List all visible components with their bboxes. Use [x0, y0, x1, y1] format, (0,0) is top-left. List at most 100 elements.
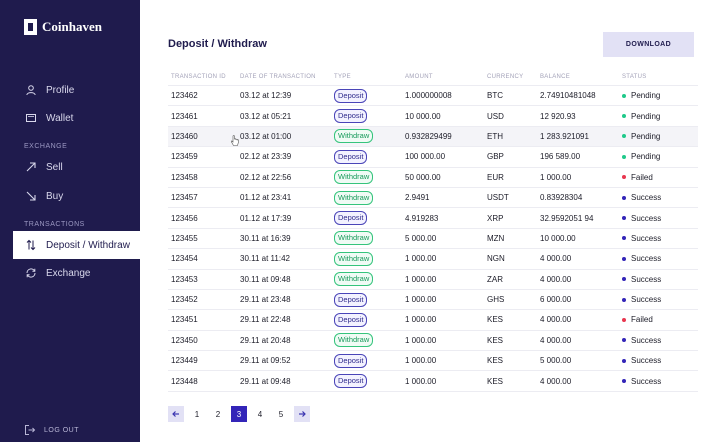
table-row[interactable]: 123454 30.11 at 11:42 Withdraw 1 000.00 NGN 4… [168, 249, 698, 270]
amount: 1 000.00 [405, 356, 437, 366]
logo-icon [24, 19, 37, 35]
sidebar-item-deposit-withdraw[interactable]: Deposit / Withdraw [13, 231, 140, 259]
sidebar-item-wallet[interactable]: Wallet [0, 104, 140, 132]
pagination: 1 2 3 4 5 [168, 406, 315, 422]
currency: EUR [487, 172, 504, 182]
table-row[interactable]: 123461 03.12 at 05:21 Deposit 10 000.00 USD 1… [168, 106, 698, 127]
table-row[interactable]: 123456 01.12 at 17:39 Deposit 4.919283 XRP 32… [168, 208, 698, 229]
table-row[interactable]: 123455 30.11 at 16:39 Withdraw 5 000.00 MZN 1… [168, 229, 698, 250]
balance: 1 283.921091 [540, 131, 589, 141]
transaction-id: 123456 [171, 213, 198, 223]
amount: 1 000.00 [405, 335, 437, 345]
type-cell: Deposit [334, 292, 405, 307]
table-row[interactable]: 123451 29.11 at 22:48 Deposit 1 000.00 KES 4 … [168, 310, 698, 331]
status-text: Success [631, 213, 662, 223]
status-cell: Pending [622, 152, 698, 161]
type-cell: Withdraw [334, 251, 405, 266]
column-header[interactable]: DATE OF TRANSACTION [240, 73, 316, 80]
transaction-id: 123451 [171, 315, 198, 325]
status-text: Success [631, 254, 662, 264]
column-header[interactable]: TRANSACTION ID [171, 73, 226, 80]
status-text: Success [631, 233, 662, 243]
currency: USD [487, 111, 504, 121]
sidebar-item-sell[interactable]: Sell [0, 153, 140, 181]
column-header[interactable]: TYPE [334, 73, 351, 80]
page-button-4[interactable]: 4 [257, 409, 263, 419]
refresh-icon [24, 266, 38, 280]
status-cell: Pending [622, 91, 698, 100]
mouse-cursor-icon [230, 134, 240, 146]
amount: 1 000.00 [405, 274, 437, 284]
transaction-id: 123452 [171, 295, 198, 305]
column-header[interactable]: AMOUNT [405, 73, 433, 80]
transaction-date: 29.11 at 20:48 [240, 335, 291, 345]
transactions-table: TRANSACTION ID DATE OF TRANSACTION TYPE … [168, 68, 698, 392]
status-text: Success [631, 356, 662, 366]
transaction-date: 30.11 at 11:42 [240, 254, 290, 264]
status-dot-icon [622, 236, 626, 241]
next-page-button[interactable] [294, 406, 310, 422]
brand-logo[interactable]: Coinhaven [24, 19, 102, 35]
table-body: 123462 03.12 at 12:39 Deposit 1.000000008 BT… [168, 86, 698, 392]
page-button-2[interactable]: 2 [215, 409, 221, 419]
status-text: Pending [631, 111, 661, 121]
type-cell: Deposit [334, 149, 405, 164]
type-cell: Withdraw [334, 272, 405, 287]
arrow-up-right-icon [24, 160, 38, 174]
arrow-left-icon [172, 411, 179, 417]
currency: BTC [487, 91, 503, 101]
amount: 1 000.00 [405, 376, 437, 386]
type-badge: Withdraw [334, 170, 374, 185]
page-button-5[interactable]: 5 [278, 409, 284, 419]
type-badge: Withdraw [334, 231, 374, 246]
balance: 196 589.00 [540, 152, 581, 162]
page-button-1[interactable]: 1 [194, 409, 200, 419]
currency: MZN [487, 233, 505, 243]
table-row[interactable]: 123458 02.12 at 22:56 Withdraw 50 000.00 EUR… [168, 168, 698, 188]
balance: 10 000.00 [540, 233, 576, 243]
status-text: Pending [631, 131, 661, 141]
wallet-icon [24, 111, 38, 125]
type-badge: Withdraw [334, 251, 374, 266]
transaction-id: 123458 [171, 172, 198, 182]
column-header[interactable]: STATUS [622, 73, 647, 80]
transaction-date: 01.12 at 17:39 [240, 213, 292, 223]
table-row[interactable]: 123452 29.11 at 23:48 Deposit 1 000.00 GHS 6 … [168, 290, 698, 311]
sidebar-item-buy[interactable]: Buy [0, 182, 140, 210]
currency: GBP [487, 152, 504, 162]
table-row[interactable]: 123448 29.11 at 09:48 Deposit 1 000.00 KES 4 … [168, 371, 698, 392]
currency: ZAR [487, 274, 503, 284]
table-row[interactable]: 123449 29.11 at 09:52 Deposit 1 000.00 KES 5 … [168, 351, 698, 372]
column-header[interactable]: CURRENCY [487, 73, 524, 80]
balance: 1 000.00 [540, 172, 572, 182]
amount: 100 000.00 [405, 152, 446, 162]
table-row[interactable]: 123453 30.11 at 09:48 Withdraw 1 000.00 ZAR 4… [168, 270, 698, 290]
transaction-id: 123457 [171, 193, 198, 203]
balance: 12 920.93 [540, 111, 576, 121]
transaction-date: 01.12 at 23:41 [240, 193, 292, 203]
table-row[interactable]: 123450 29.11 at 20:48 Withdraw 1 000.00 KES 4… [168, 331, 698, 352]
table-row[interactable]: 123460 03.12 at 01:00 Withdraw 0.932829499 E… [168, 126, 698, 148]
prev-page-button[interactable] [168, 406, 184, 422]
type-cell: Withdraw [334, 231, 405, 246]
table-row[interactable]: 123459 02.12 at 23:39 Deposit 100 000.00 GBP… [168, 147, 698, 168]
transaction-id: 123462 [171, 91, 198, 101]
arrow-down-right-icon [24, 189, 38, 203]
download-button[interactable]: DOWNLOAD [603, 32, 694, 57]
arrow-right-icon [299, 411, 306, 417]
currency: NGN [487, 254, 505, 264]
table-row[interactable]: 123457 01.12 at 23:41 Withdraw 2.9491 USDT 0.… [168, 188, 698, 209]
table-row[interactable]: 123462 03.12 at 12:39 Deposit 1.000000008 BT… [168, 86, 698, 107]
type-badge: Withdraw [334, 333, 374, 348]
sidebar-item-exchange[interactable]: Exchange [0, 259, 140, 287]
balance: 4 000.00 [540, 335, 572, 345]
type-badge: Deposit [334, 292, 368, 307]
status-cell: Success [622, 234, 698, 243]
page-button-3[interactable]: 3 [231, 406, 247, 422]
type-cell: Withdraw [334, 333, 405, 348]
amount: 10 000.00 [405, 111, 441, 121]
sidebar-item-label: Buy [46, 190, 64, 202]
sidebar-item-profile[interactable]: Profile [0, 76, 140, 104]
column-header[interactable]: BALANCE [540, 73, 571, 80]
logout-button[interactable]: LOG OUT [24, 424, 79, 436]
